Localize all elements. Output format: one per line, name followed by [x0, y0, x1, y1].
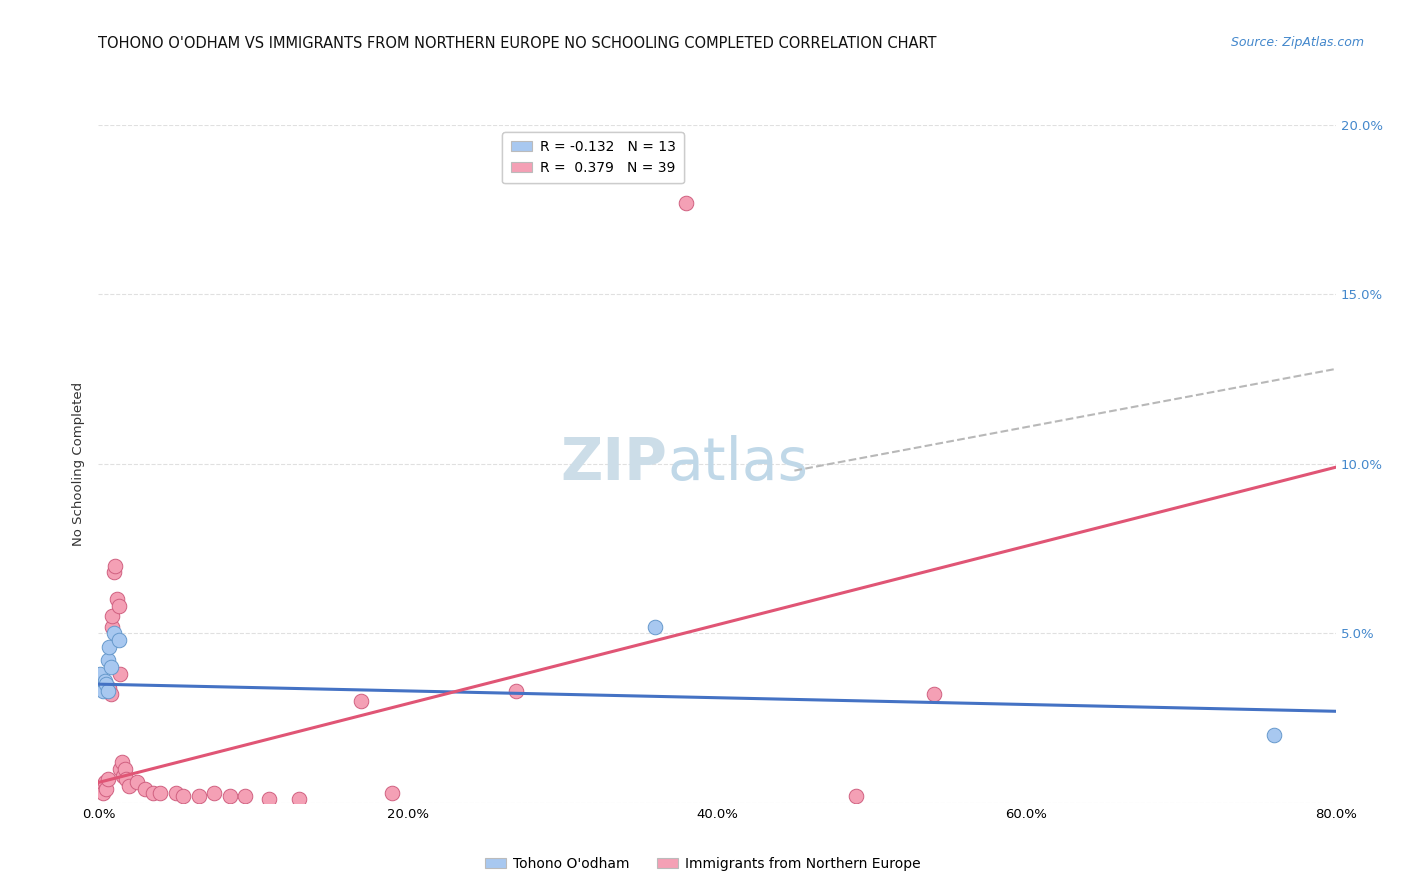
- Point: [288, 792, 311, 806]
- Point: [96, 782, 118, 797]
- Point: [922, 687, 945, 701]
- Point: [204, 786, 226, 800]
- Point: [112, 769, 135, 783]
- Point: [103, 626, 125, 640]
- Point: [149, 786, 172, 800]
- Point: [93, 673, 115, 688]
- Point: [105, 592, 128, 607]
- Point: [127, 775, 149, 789]
- Point: [381, 786, 404, 800]
- Point: [98, 681, 121, 695]
- Point: [100, 660, 122, 674]
- Point: [101, 619, 124, 633]
- Point: [1263, 728, 1285, 742]
- Point: [98, 640, 121, 654]
- Point: [350, 694, 373, 708]
- Text: atlas: atlas: [668, 435, 808, 492]
- Point: [142, 786, 165, 800]
- Point: [89, 667, 111, 681]
- Text: TOHONO O'ODHAM VS IMMIGRANTS FROM NORTHERN EUROPE NO SCHOOLING COMPLETED CORRELA: TOHONO O'ODHAM VS IMMIGRANTS FROM NORTHE…: [98, 36, 936, 51]
- Point: [107, 599, 129, 614]
- Point: [235, 789, 257, 803]
- Point: [91, 786, 114, 800]
- Point: [114, 762, 136, 776]
- Point: [107, 633, 129, 648]
- Text: ZIP: ZIP: [561, 435, 668, 492]
- Point: [644, 619, 666, 633]
- Point: [93, 775, 115, 789]
- Point: [115, 772, 138, 786]
- Point: [104, 558, 127, 573]
- Point: [91, 684, 114, 698]
- Point: [100, 687, 122, 701]
- Point: [219, 789, 242, 803]
- Text: Source: ZipAtlas.com: Source: ZipAtlas.com: [1230, 36, 1364, 49]
- Point: [165, 786, 187, 800]
- Point: [97, 772, 120, 786]
- Point: [108, 667, 131, 681]
- Point: [118, 779, 141, 793]
- Point: [505, 684, 527, 698]
- Point: [90, 779, 112, 793]
- Point: [675, 195, 697, 210]
- Point: [188, 789, 211, 803]
- Point: [97, 653, 120, 667]
- Point: [97, 684, 120, 698]
- Point: [103, 566, 125, 580]
- Y-axis label: No Schooling Completed: No Schooling Completed: [72, 382, 86, 546]
- Legend: R = -0.132   N = 13, R =  0.379   N = 39: R = -0.132 N = 13, R = 0.379 N = 39: [502, 132, 685, 184]
- Point: [845, 789, 868, 803]
- Point: [96, 677, 118, 691]
- Point: [89, 782, 111, 797]
- Point: [173, 789, 195, 803]
- Point: [101, 609, 124, 624]
- Point: [257, 792, 280, 806]
- Point: [134, 782, 156, 797]
- Point: [90, 681, 112, 695]
- Point: [111, 755, 134, 769]
- Legend: Tohono O'odham, Immigrants from Northern Europe: Tohono O'odham, Immigrants from Northern…: [479, 851, 927, 876]
- Point: [108, 762, 131, 776]
